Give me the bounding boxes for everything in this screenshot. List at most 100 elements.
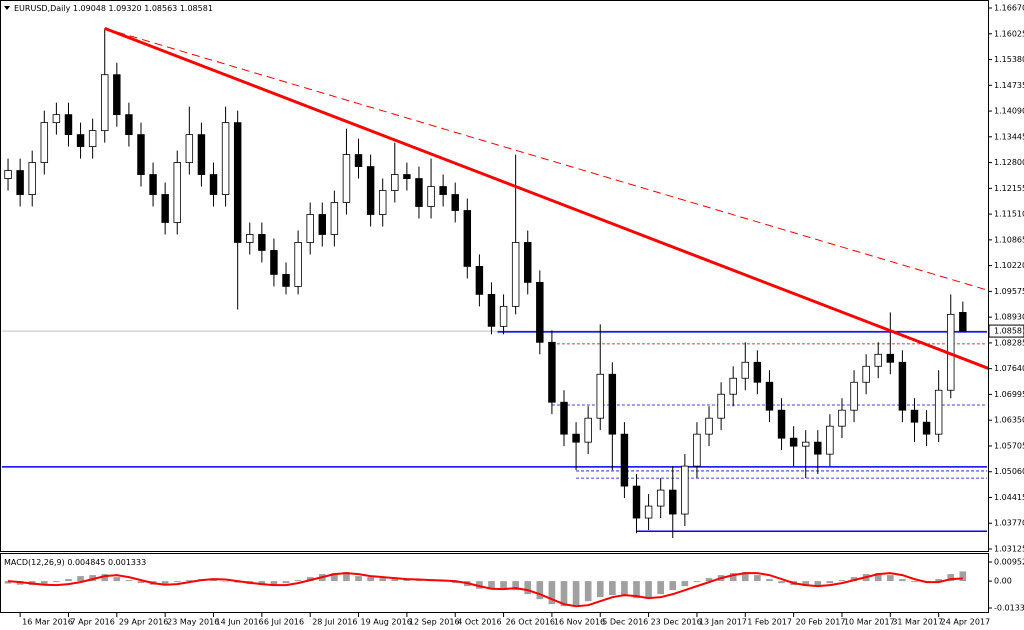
candle-body bbox=[52, 114, 61, 124]
macd-bar bbox=[367, 577, 374, 582]
candle-body bbox=[620, 433, 629, 487]
chart-header: EURUSD,Daily 1.09048 1.09320 1.08563 1.0… bbox=[14, 4, 213, 13]
x-tick-label: 26 Oct 2016 bbox=[506, 618, 555, 627]
x-tick-label: 5 Dec 2016 bbox=[602, 618, 648, 627]
candle-body bbox=[850, 381, 858, 411]
macd-bar bbox=[101, 574, 109, 582]
macd-bar bbox=[645, 581, 652, 598]
macd-bar bbox=[77, 576, 84, 582]
macd-bar bbox=[282, 581, 290, 584]
candle-body bbox=[463, 210, 472, 267]
candle-body bbox=[499, 305, 508, 327]
y-tick-label: 1.10865 bbox=[994, 235, 1024, 244]
macd-bar bbox=[633, 581, 640, 599]
x-tick-label: 16 Mar 2016 bbox=[22, 618, 73, 627]
macd-bar bbox=[222, 581, 229, 582]
macd-bar bbox=[161, 581, 169, 585]
x-tick-label: 23 Dec 2016 bbox=[651, 618, 702, 627]
macd-bar bbox=[125, 580, 133, 582]
x-tick-label: 19 Aug 2016 bbox=[361, 618, 412, 627]
macd-y-tick-label: 0.00 bbox=[994, 577, 1012, 586]
candle-body bbox=[814, 441, 822, 455]
ohlc-value: 1.09048 bbox=[73, 4, 106, 13]
y-tick-label: 1.12800 bbox=[994, 158, 1024, 167]
candle-body bbox=[729, 377, 737, 395]
macd-bar bbox=[754, 575, 761, 582]
candle-body bbox=[330, 202, 339, 235]
macd-bar bbox=[693, 581, 701, 583]
macd-bar bbox=[609, 581, 616, 596]
y-tick-label: 1.11510 bbox=[994, 210, 1024, 219]
x-tick-label: 23 May 2016 bbox=[167, 618, 219, 627]
candle-body bbox=[874, 353, 882, 367]
macd-bar bbox=[476, 581, 483, 589]
macd-bar bbox=[766, 579, 773, 582]
y-tick-label: 1.05060 bbox=[994, 467, 1024, 476]
candle-body bbox=[221, 122, 230, 195]
macd-bar bbox=[596, 581, 604, 598]
macd-bar bbox=[778, 581, 785, 584]
macd-bar bbox=[343, 572, 350, 582]
candle-body bbox=[765, 381, 774, 411]
y-tick-label: 1.14090 bbox=[994, 107, 1024, 116]
macd-bar bbox=[911, 581, 918, 583]
y-tick-label: 1.05705 bbox=[994, 441, 1024, 450]
candle-body bbox=[125, 114, 133, 136]
ohlc-value: 1.08581 bbox=[180, 4, 213, 13]
y-tick-label: 1.06995 bbox=[994, 390, 1024, 399]
candle-body bbox=[294, 242, 302, 287]
y-tick-label: 1.12155 bbox=[994, 184, 1024, 193]
x-tick-label: 1 Feb 2017 bbox=[747, 618, 792, 627]
candle-body bbox=[886, 353, 895, 363]
candle-body bbox=[644, 505, 653, 519]
menu-icon[interactable] bbox=[4, 6, 10, 10]
y-tick-label: 1.13445 bbox=[994, 132, 1024, 141]
x-tick-label: 24 Apr 2017 bbox=[941, 618, 990, 627]
candle-body bbox=[934, 389, 943, 435]
y-tick-label: 1.14735 bbox=[994, 81, 1024, 90]
macd-bar bbox=[270, 581, 278, 586]
macd-bar bbox=[403, 579, 411, 582]
x-tick-label: 7 Apr 2016 bbox=[70, 618, 114, 627]
macd-bar bbox=[826, 581, 834, 584]
macd-bar bbox=[899, 579, 906, 582]
macd-bar bbox=[802, 581, 810, 587]
macd-bar bbox=[947, 574, 955, 582]
macd-bar bbox=[391, 579, 399, 582]
y-tick-label: 1.03125 bbox=[994, 545, 1024, 554]
y-tick-label: 1.03770 bbox=[994, 519, 1024, 528]
macd-bar bbox=[814, 581, 822, 586]
x-tick-label: 6 Jul 2016 bbox=[264, 618, 304, 627]
macd-bar bbox=[536, 581, 544, 600]
candle-body bbox=[137, 134, 145, 175]
y-tick-label: 1.08285 bbox=[994, 338, 1024, 347]
candle-body bbox=[342, 154, 351, 203]
x-tick-label: 14 Jun 2016 bbox=[216, 618, 264, 627]
y-tick-label: 1.10220 bbox=[994, 261, 1024, 270]
candle-body bbox=[149, 174, 157, 195]
y-tick-label: 1.08930 bbox=[994, 313, 1024, 322]
macd-bar bbox=[548, 581, 556, 605]
candle-body bbox=[415, 178, 423, 207]
candle-body bbox=[88, 130, 97, 147]
macd-bar bbox=[331, 573, 338, 582]
candle-body bbox=[753, 361, 762, 383]
macd-bar bbox=[838, 580, 846, 582]
candle-body bbox=[608, 373, 617, 435]
candle-body bbox=[838, 409, 846, 427]
macd-y-tick-label: -0.013399 bbox=[994, 604, 1024, 613]
candle-body bbox=[101, 74, 109, 132]
y-tick-label: 1.15380 bbox=[994, 55, 1024, 64]
macd-bar bbox=[681, 581, 689, 587]
candle-body bbox=[197, 134, 206, 175]
signal-line bbox=[7, 572, 963, 608]
candle-body bbox=[391, 174, 399, 191]
candle-body bbox=[656, 489, 665, 507]
indicator-name: MACD(12,26,9) bbox=[4, 558, 65, 567]
macd-bar bbox=[741, 572, 749, 582]
macd-bar bbox=[53, 581, 60, 583]
candle-body bbox=[705, 417, 713, 435]
macd-bar bbox=[379, 578, 387, 582]
candle-body bbox=[560, 401, 568, 435]
